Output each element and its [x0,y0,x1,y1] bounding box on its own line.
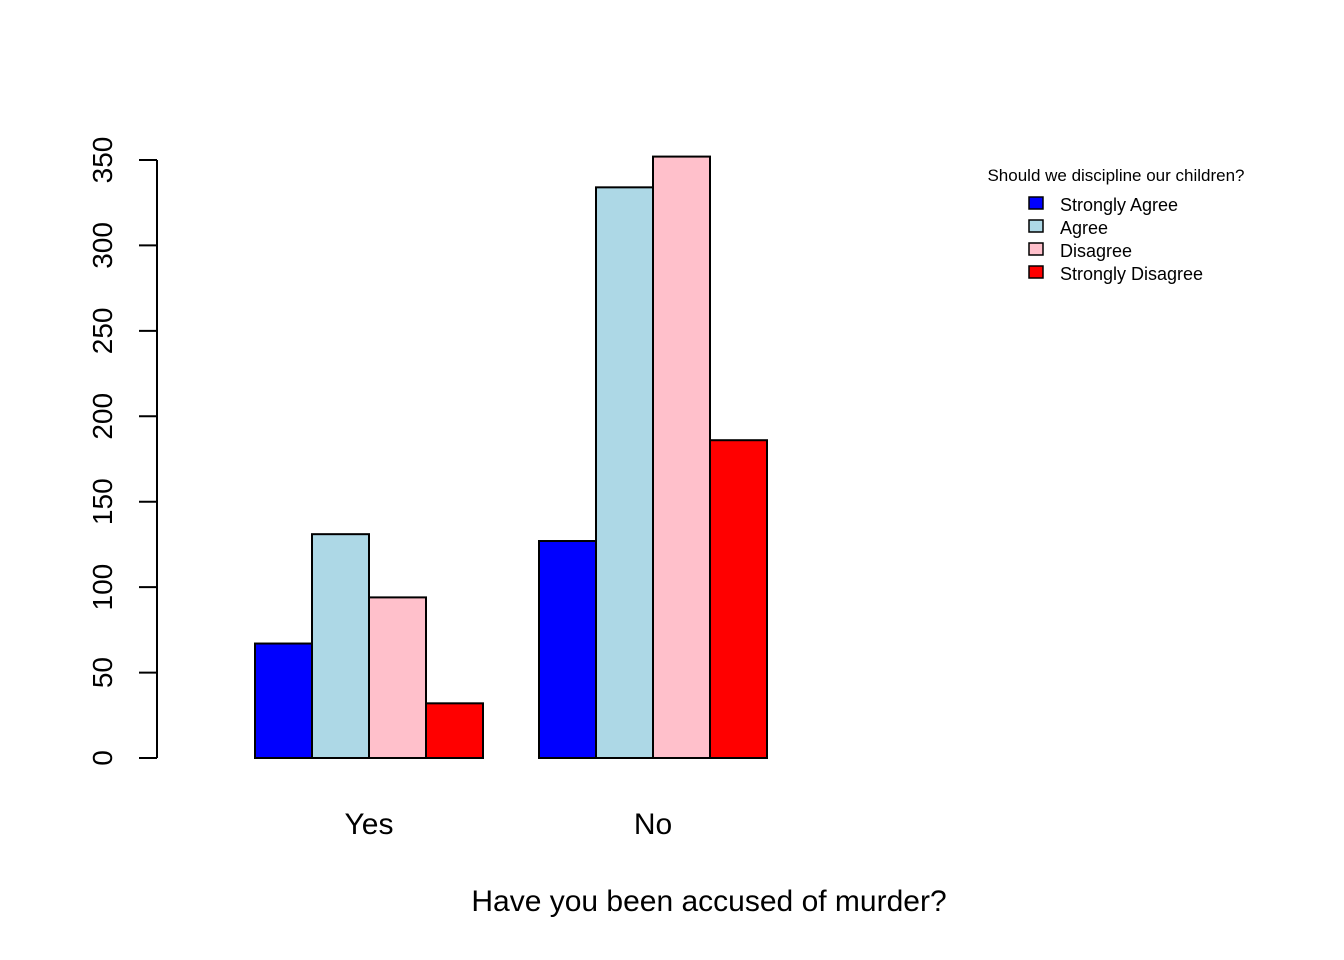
bar [425,702,484,760]
y-axis: 0 50 100 150 200 250 300 350 [87,137,158,766]
y-tick-label: 150 [87,478,118,525]
bar [538,540,597,759]
y-tick-label: 300 [87,222,118,269]
legend-label: Disagree [1060,241,1132,261]
y-tick-label: 200 [87,393,118,440]
legend-label: Strongly Disagree [1060,264,1203,284]
y-tick-label: 100 [87,564,118,611]
y-tick-label: 250 [87,307,118,354]
bar [368,596,427,759]
bar [595,186,654,759]
legend: Should we discipline our children? Stron… [987,166,1244,284]
legend-label: Agree [1060,218,1108,238]
x-category-label: No [634,808,672,841]
legend-items: Strongly Agree Agree Disagree Strongly Disa… [1028,195,1203,284]
x-axis-label: Have you been accused of murder? [471,885,946,918]
legend-swatch [1028,242,1044,256]
x-axis-categories: Yes No [345,808,673,841]
x-category-label: Yes [345,808,394,841]
bar [254,642,313,759]
bars [254,155,768,760]
bar [311,533,370,759]
legend-swatch [1028,219,1044,233]
legend-label: Strongly Agree [1060,195,1178,215]
y-tick-label: 0 [87,750,118,766]
bar [652,155,711,759]
legend-swatch [1028,265,1044,279]
legend-swatch [1028,196,1044,210]
legend-title: Should we discipline our children? [987,166,1244,185]
y-tick-label: 50 [87,657,118,688]
bar [709,439,768,759]
y-tick-label: 350 [87,137,118,184]
